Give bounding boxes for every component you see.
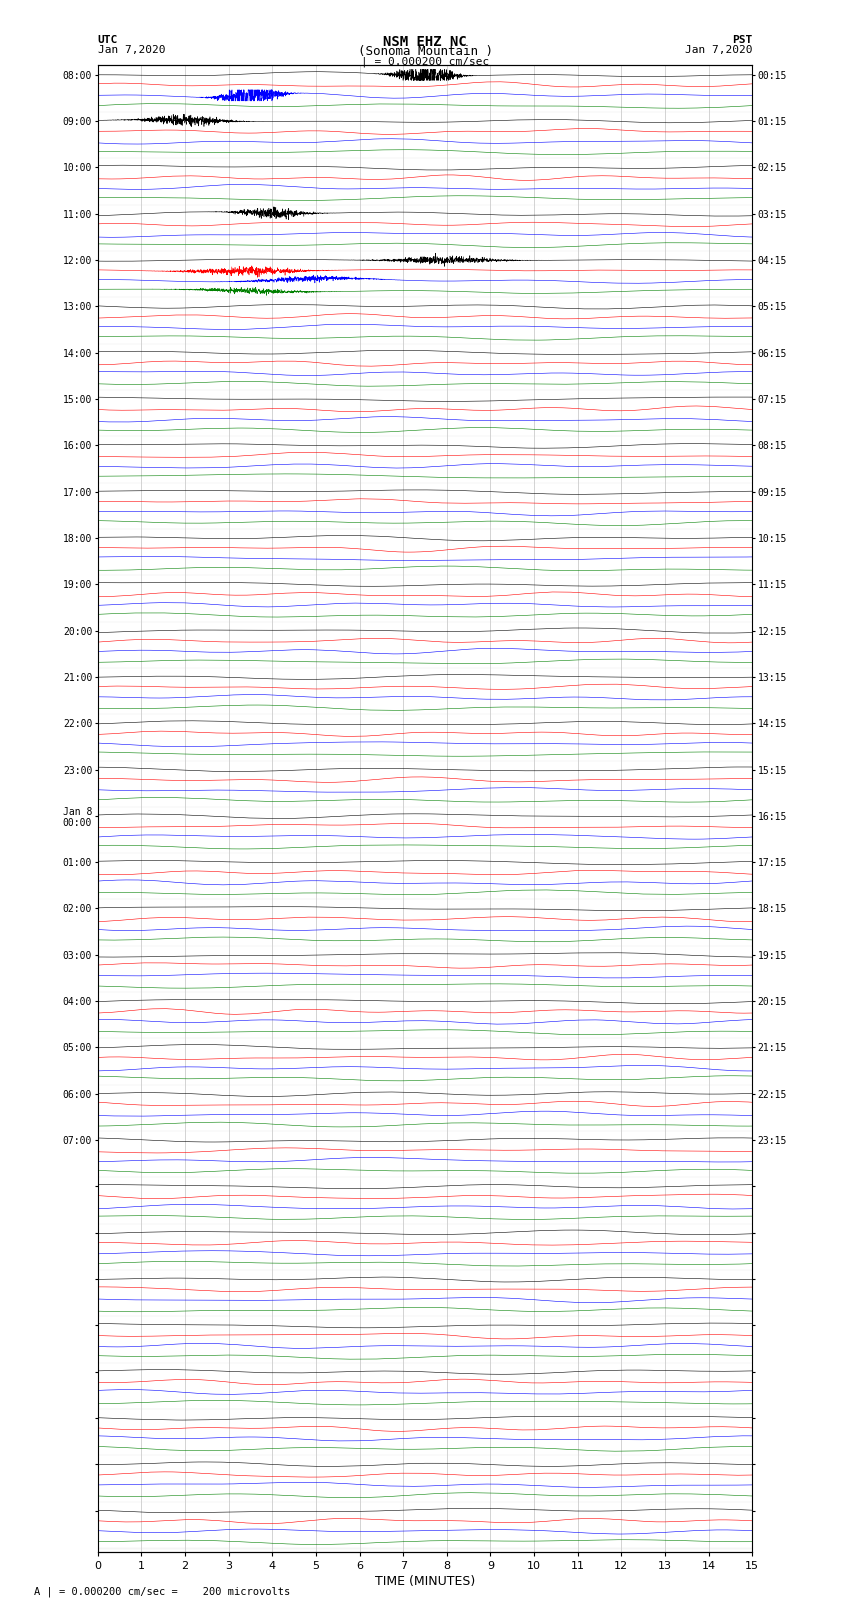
Text: Jan 7,2020: Jan 7,2020 xyxy=(98,45,165,55)
Text: UTC: UTC xyxy=(98,35,118,45)
Text: Jan 7,2020: Jan 7,2020 xyxy=(685,45,752,55)
Text: A | = 0.000200 cm/sec =    200 microvolts: A | = 0.000200 cm/sec = 200 microvolts xyxy=(34,1586,290,1597)
Text: | = 0.000200 cm/sec: | = 0.000200 cm/sec xyxy=(361,56,489,68)
Text: (Sonoma Mountain ): (Sonoma Mountain ) xyxy=(358,45,492,58)
X-axis label: TIME (MINUTES): TIME (MINUTES) xyxy=(375,1574,475,1587)
Text: PST: PST xyxy=(732,35,752,45)
Text: NSM EHZ NC: NSM EHZ NC xyxy=(383,35,467,50)
